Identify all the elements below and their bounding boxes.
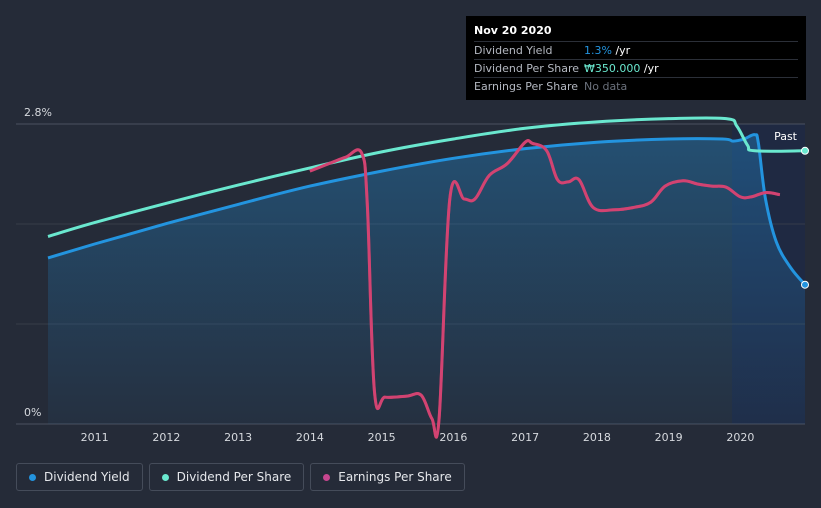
tooltip-value: 1.3% /yr <box>584 44 630 57</box>
tooltip-row-dividend-per-share: Dividend Per Share ₩350.000 /yr <box>474 59 798 77</box>
tooltip-label: Dividend Per Share <box>474 62 580 75</box>
legend-label: Earnings Per Share <box>338 470 452 484</box>
tooltip-row-dividend-yield: Dividend Yield 1.3% /yr <box>474 41 798 59</box>
tooltip-value: ₩350.000 /yr <box>584 62 659 75</box>
tooltip-value-unit: /yr <box>611 44 631 57</box>
end-points <box>801 146 809 289</box>
x-axis: 2011 2012 2013 2014 2015 2016 2017 2018 2019 2020 <box>81 431 755 444</box>
tooltip-label: Dividend Yield <box>474 44 553 57</box>
legend-label: Dividend Yield <box>44 470 130 484</box>
x-tick-label: 2015 <box>368 431 396 444</box>
legend-earnings-per-share[interactable]: Earnings Per Share <box>310 463 465 491</box>
dividend-yield-end-point <box>801 280 809 289</box>
earnings-per-share-line-overlay <box>309 139 781 439</box>
legend-dividend-yield[interactable]: Dividend Yield <box>16 463 143 491</box>
legend-dot-icon <box>161 473 169 481</box>
x-tick-label: 2020 <box>726 431 754 444</box>
series-lines <box>47 116 807 439</box>
dividend-per-share-line <box>47 116 806 238</box>
tooltip-label: Earnings Per Share <box>474 80 579 93</box>
tooltip-value: No data <box>584 80 628 93</box>
x-tick-label: 2016 <box>439 431 467 444</box>
y-tick-top: 2.8% <box>24 106 52 119</box>
legend-dot-icon <box>323 473 331 481</box>
legend-dividend-per-share[interactable]: Dividend Per Share <box>148 463 305 491</box>
x-tick-label: 2018 <box>583 431 611 444</box>
tooltip: Nov 20 2020 Dividend Yield 1.3% /yr Divi… <box>466 16 806 100</box>
x-tick-label: 2013 <box>224 431 252 444</box>
dividend-yield-area <box>48 134 805 424</box>
tooltip-row-earnings-per-share: Earnings Per Share No data <box>474 77 798 95</box>
y-tick-bottom: 0% <box>24 406 41 419</box>
x-tick-label: 2011 <box>81 431 109 444</box>
dividend-yield-line <box>47 133 807 286</box>
legend: Dividend Yield Dividend Per Share Earnin… <box>16 463 465 491</box>
tooltip-value-number: ₩350.000 <box>584 62 641 75</box>
x-tick-label: 2014 <box>296 431 324 444</box>
legend-label: Dividend Per Share <box>176 470 292 484</box>
dividend-per-share-end-point <box>801 146 809 155</box>
tooltip-date: Nov 20 2020 <box>474 24 552 37</box>
x-tick-label: 2019 <box>655 431 683 444</box>
x-tick-label: 2012 <box>152 431 180 444</box>
past-label: Past <box>774 130 798 143</box>
tooltip-value-number: 1.3% <box>584 44 612 57</box>
tooltip-value-unit: /yr <box>640 62 659 75</box>
legend-dot-icon <box>29 473 36 481</box>
x-tick-label: 2017 <box>511 431 539 444</box>
